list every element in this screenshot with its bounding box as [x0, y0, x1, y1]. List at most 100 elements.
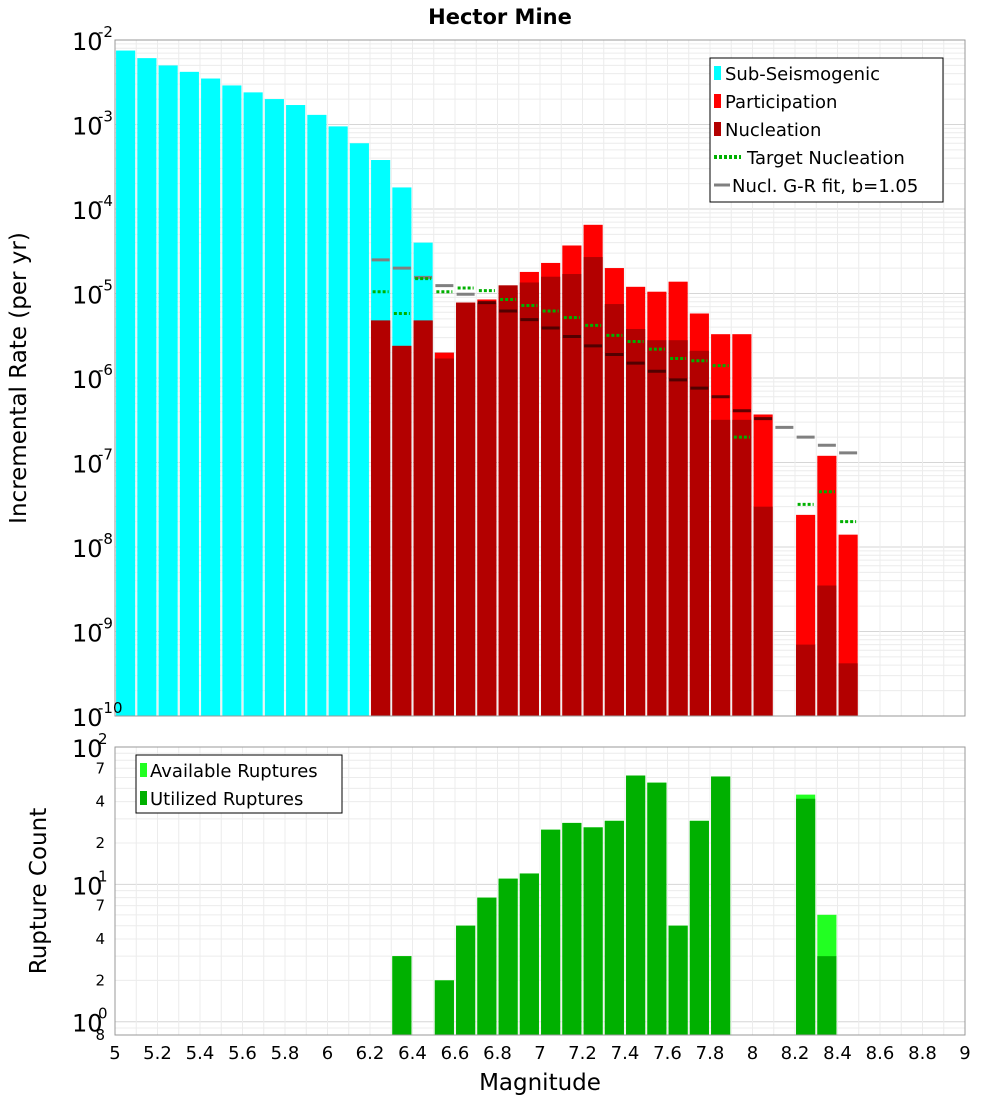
bar-sub-seismogenic — [349, 143, 369, 716]
bar-utilized-ruptures — [477, 897, 497, 1035]
x-tick-label: 6.8 — [483, 1043, 512, 1064]
bar-utilized-ruptures — [583, 827, 603, 1035]
legend-swatch — [714, 122, 721, 136]
y-tick-exponent: 0 — [98, 1005, 108, 1023]
bar-nucleation — [456, 302, 476, 716]
bar-nucleation — [519, 282, 539, 716]
y-tick-label: 7 — [95, 897, 105, 915]
top-y-ticks: 10-210-310-410-510-610-710-810-910-10 — [72, 23, 123, 732]
legend-label: Sub-Seismogenic — [725, 64, 880, 85]
bar-utilized-ruptures — [456, 925, 476, 1035]
bar-sub-seismogenic — [158, 65, 178, 717]
bar-nucleation — [732, 419, 752, 716]
legend-label: Nucleation — [725, 120, 821, 141]
top-markers — [371, 258, 858, 524]
bar-utilized-ruptures — [796, 798, 816, 1035]
legend-label: Nucl. G-R fit, b=1.05 — [732, 176, 918, 197]
x-tick-label: 5.2 — [143, 1043, 172, 1064]
bar-nucleation — [626, 329, 646, 716]
top-legend: Sub-Seismogenic Participation Nucleation Ta… — [709, 57, 944, 203]
y-tick-label: 10 — [72, 366, 103, 394]
top-bars — [116, 50, 858, 717]
x-tick-label: 7.6 — [653, 1043, 682, 1064]
bar-sub-seismogenic — [116, 50, 136, 717]
top-y-axis-label: Incremental Rate (per yr) — [6, 232, 32, 524]
bar-nucleation — [498, 285, 518, 716]
x-tick-label: 7.8 — [696, 1043, 725, 1064]
x-tick-label: 8.4 — [823, 1043, 852, 1064]
bar-nucleation — [583, 257, 603, 716]
x-tick-label: 8.6 — [866, 1043, 895, 1064]
y-tick-exponent: 1 — [98, 867, 108, 885]
bar-nucleation — [392, 345, 412, 716]
y-tick-label: 10 — [72, 620, 103, 648]
y-tick-label: 10 — [72, 28, 103, 56]
bottom-plot-frame — [114, 746, 966, 1036]
bar-nucleation — [689, 350, 709, 716]
x-tick-label: 8.2 — [781, 1043, 810, 1064]
bar-utilized-ruptures — [668, 925, 688, 1035]
bar-nucleation — [413, 320, 433, 716]
legend-swatch — [140, 763, 147, 777]
bar-utilized-ruptures — [604, 820, 624, 1035]
bar-sub-seismogenic — [286, 105, 306, 716]
bar-sub-seismogenic — [137, 58, 157, 716]
legend-label: Utilized Ruptures — [150, 789, 303, 810]
y-tick-exponent: -6 — [98, 361, 113, 379]
x-tick-label: 5 — [109, 1043, 120, 1064]
bar-nucleation — [434, 358, 454, 716]
x-tick-label: 8.8 — [908, 1043, 937, 1064]
y-tick-label: 10 — [72, 1010, 103, 1038]
top-legend-box — [709, 57, 944, 203]
y-tick-exponent: -2 — [98, 23, 113, 41]
bar-sub-seismogenic — [264, 99, 284, 716]
bar-utilized-ruptures — [711, 776, 731, 1035]
x-ticks: 5 5.2 5.4 5.6 5.8 6 6.2 6.4 6.6 6.8 7 7.2 7.4 7.6 7.8 8… — [109, 1043, 970, 1064]
bar-sub-seismogenic — [179, 71, 199, 716]
y-tick-exponent: -7 — [98, 446, 113, 464]
bar-nucleation — [711, 419, 731, 716]
y-tick-label: 4 — [95, 793, 105, 811]
y-tick-label: 10 — [72, 704, 103, 732]
y-tick-label: 7 — [95, 759, 105, 777]
y-tick-exponent: -8 — [98, 530, 113, 548]
bar-utilized-ruptures — [392, 956, 412, 1035]
bar-sub-seismogenic — [243, 92, 263, 717]
y-tick-label: 4 — [95, 930, 105, 948]
y-tick-label: 10 — [72, 197, 103, 225]
x-tick-label: 5.8 — [271, 1043, 300, 1064]
bar-sub-seismogenic — [201, 78, 221, 717]
x-tick-label: 5.4 — [186, 1043, 215, 1064]
legend-label: Participation — [725, 92, 837, 113]
bar-sub-seismogenic — [328, 126, 348, 717]
y-tick-label: 8 — [95, 1026, 105, 1044]
y-tick-label: 10 — [72, 872, 103, 900]
y-tick-exponent: -4 — [98, 192, 113, 210]
bar-utilized-ruptures — [562, 822, 582, 1035]
bar-nucleation — [371, 320, 391, 716]
bottom-y-axis-label: Rupture Count — [26, 808, 52, 974]
y-tick-exponent: -5 — [98, 277, 113, 295]
bottom-bars — [392, 775, 837, 1035]
bar-nucleation — [647, 340, 667, 716]
y-tick-label: 2 — [95, 834, 105, 852]
bar-sub-seismogenic — [307, 114, 327, 717]
top-plot-frame — [114, 39, 966, 717]
bar-utilized-ruptures — [541, 829, 561, 1035]
bar-nucleation — [562, 274, 582, 716]
legend-label: Available Ruptures — [150, 761, 318, 782]
x-tick-label: 8 — [747, 1043, 758, 1064]
bar-utilized-ruptures — [647, 782, 667, 1035]
bar-utilized-ruptures — [626, 775, 646, 1035]
x-axis-label: Magnitude — [479, 1070, 601, 1096]
x-tick-label: 9 — [959, 1043, 970, 1064]
y-tick-exponent: -10 — [98, 699, 123, 717]
y-tick-label: 2 — [95, 971, 105, 989]
x-tick-label: 6 — [322, 1043, 333, 1064]
y-tick-label: 10 — [72, 535, 103, 563]
y-tick-label: 10 — [72, 282, 103, 310]
bar-nucleation — [838, 663, 858, 716]
legend-swatch — [714, 66, 721, 80]
